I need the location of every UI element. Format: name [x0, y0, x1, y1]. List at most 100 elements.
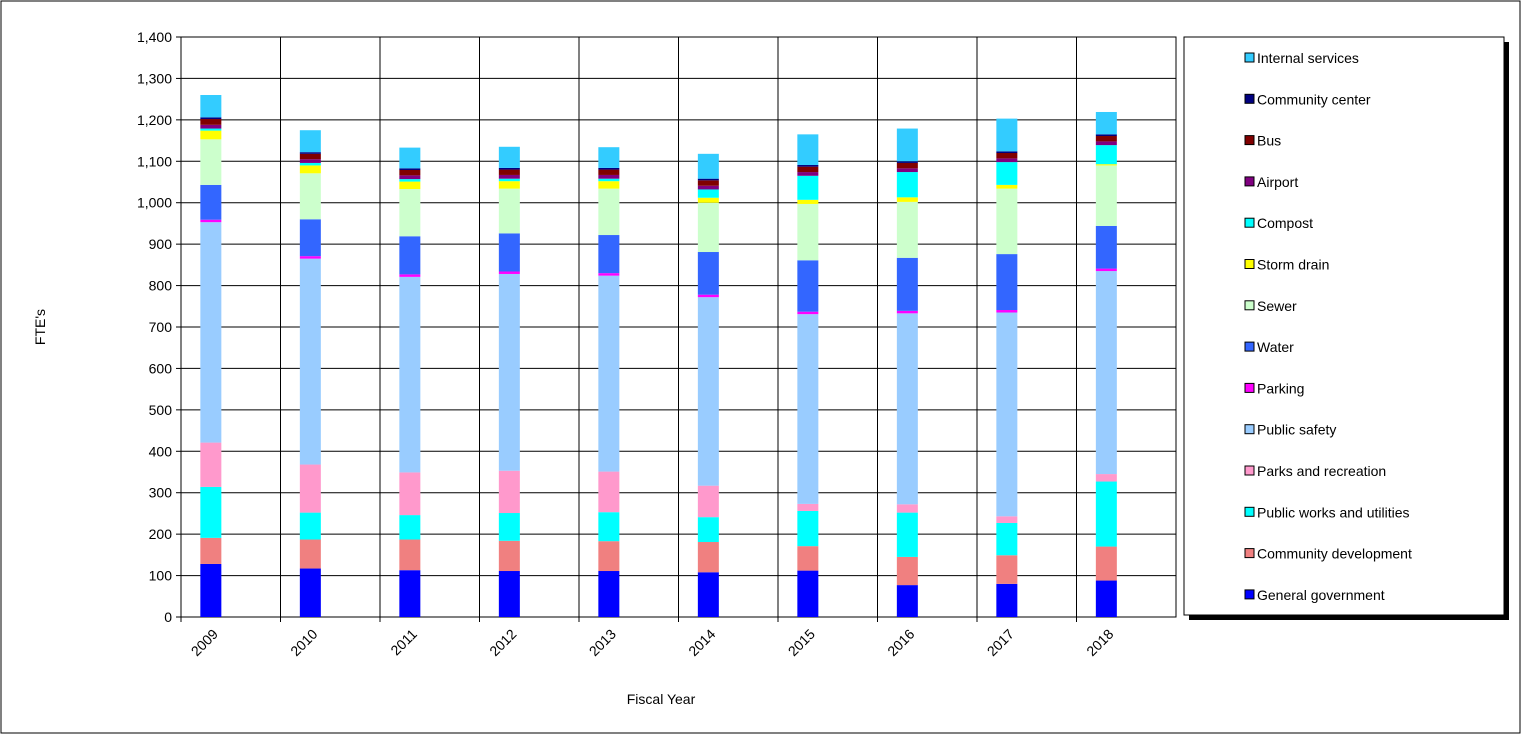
bar-segment [598, 181, 620, 189]
bar-segment [1095, 546, 1117, 581]
bar-segment [598, 275, 620, 472]
legend-swatch [1244, 176, 1255, 187]
bar-segment [697, 294, 719, 298]
bar-segment [996, 153, 1018, 159]
bar-segment [299, 219, 321, 257]
bar-segment [697, 180, 719, 186]
bar-segment [797, 172, 819, 176]
bar-segment [896, 585, 918, 617]
bar-segment [399, 189, 421, 237]
bar-stack-2013 [598, 147, 620, 617]
bar-segment [797, 314, 819, 504]
bar-stack-2018 [1095, 111, 1117, 617]
legend-label: Water [1257, 339, 1294, 355]
legend-items: Internal services Community center Bus Airp… [1244, 50, 1412, 603]
bar-segment [797, 503, 819, 511]
bar-segment [200, 486, 222, 538]
legend-item: Parks and recreation [1244, 463, 1386, 479]
legend-label: Internal services [1257, 50, 1359, 66]
bar-segment [299, 159, 321, 163]
bar-segment [896, 512, 918, 557]
bar-segment [896, 504, 918, 513]
legend-item: Airport [1244, 174, 1298, 190]
y-tick-label: 200 [149, 526, 173, 542]
bar-segment [299, 130, 321, 153]
bar-segment [399, 276, 421, 473]
bar-segment [200, 119, 222, 125]
bar-segment [299, 512, 321, 540]
bar-segment [996, 310, 1018, 313]
bar-segment [299, 153, 321, 160]
legend: Internal services Community center Bus Airp… [1183, 36, 1509, 620]
bar-segment [299, 173, 321, 220]
legend-item: Internal services [1244, 50, 1359, 66]
legend-item: Public safety [1244, 422, 1336, 438]
bar-segment [697, 542, 719, 573]
bar-segment [697, 197, 719, 203]
bar-segment [996, 522, 1018, 556]
legend-label: Public works and utilities [1257, 504, 1410, 520]
legend-swatch [1244, 465, 1255, 476]
legend-swatch [1244, 548, 1255, 559]
legend-item: Parking [1244, 380, 1304, 396]
legend-swatch [1244, 52, 1255, 63]
legend-swatch [1244, 217, 1255, 228]
bar-segment [299, 258, 321, 465]
legend-label: General government [1257, 587, 1385, 603]
bar-segment [299, 162, 321, 166]
legend-swatch [1244, 300, 1255, 311]
bar-segment [697, 153, 719, 179]
legend-swatch [1244, 424, 1255, 435]
y-tick-label: 1,100 [137, 153, 172, 169]
bar-segment [200, 117, 222, 120]
bar-segment [797, 175, 819, 200]
bar-segment [498, 178, 520, 182]
bar-stack-2016 [896, 128, 918, 617]
y-tick-label: 1,300 [137, 70, 172, 86]
legend-box [1183, 36, 1505, 616]
y-tick-label: 900 [149, 236, 173, 252]
bar-segment [797, 510, 819, 547]
bar-segment [399, 472, 421, 516]
bar-segment [598, 471, 620, 513]
bar-segment [896, 556, 918, 586]
bar-stack-2011 [399, 147, 421, 617]
bar-segment [399, 274, 421, 277]
bar-segment [896, 197, 918, 202]
bar-segment [697, 189, 719, 198]
bar-segment [896, 162, 918, 169]
bar-segment [1095, 474, 1117, 482]
bar-segment [498, 540, 520, 572]
legend-label: Airport [1257, 174, 1298, 190]
bars [200, 95, 1117, 617]
bar-segment [697, 178, 719, 181]
bar-segment [996, 583, 1018, 617]
bar-segment [896, 257, 918, 311]
bar-segment [399, 147, 421, 169]
legend-label: Public safety [1257, 422, 1336, 438]
bar-segment [896, 161, 918, 163]
bar-segment [399, 175, 421, 180]
legend-label: Storm drain [1257, 257, 1329, 273]
bar-segment [200, 442, 222, 487]
legend-item: General government [1244, 587, 1385, 603]
bar-stack-2009 [200, 95, 222, 617]
bar-segment [598, 512, 620, 542]
bar-stack-2017 [996, 118, 1018, 617]
legend-item: Bus [1244, 133, 1281, 149]
bar-segment [697, 202, 719, 253]
bar-segment [598, 571, 620, 617]
y-tick-label: 700 [149, 319, 173, 335]
bar-segment [498, 188, 520, 234]
legend-label: Parking [1257, 380, 1304, 396]
bar-segment [200, 128, 222, 131]
legend-item: Sewer [1244, 298, 1297, 314]
bar-segment [200, 130, 222, 140]
y-tick-label: 100 [149, 568, 173, 584]
bar-segment [1095, 580, 1117, 617]
bar-segment [1095, 481, 1117, 547]
legend-swatch [1244, 341, 1255, 352]
bar-segment [697, 185, 719, 190]
bar-stack-2015 [797, 134, 819, 617]
